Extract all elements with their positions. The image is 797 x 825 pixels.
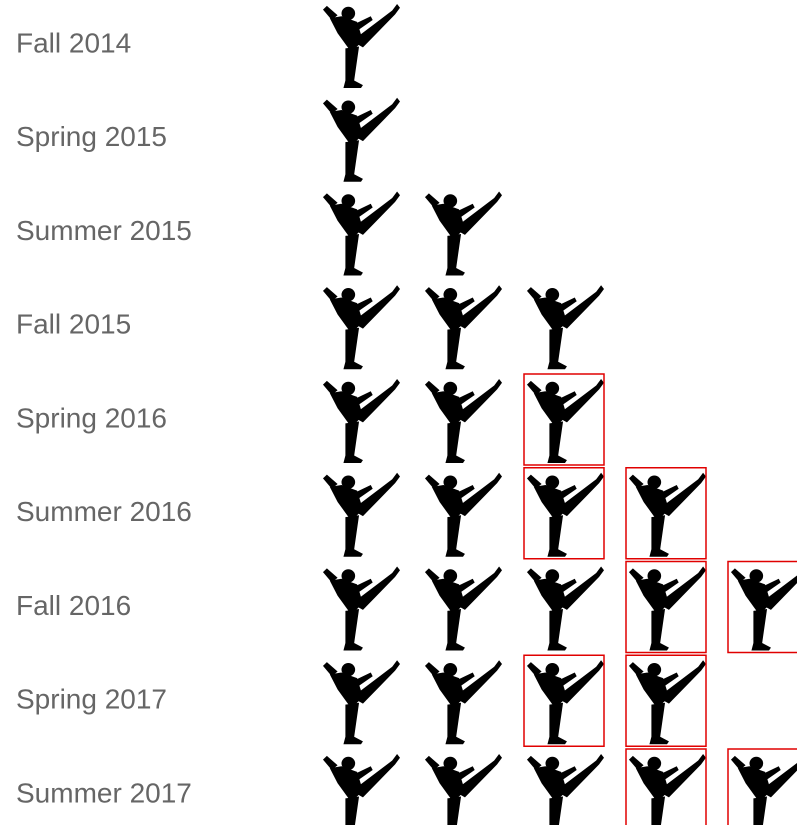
icon xyxy=(526,660,604,745)
icon-row xyxy=(322,97,400,182)
highlight-box xyxy=(625,467,707,560)
row-label: Spring 2016 xyxy=(16,402,167,433)
icon xyxy=(526,378,604,463)
highlight-box xyxy=(625,560,707,654)
row-label: Fall 2015 xyxy=(16,309,131,340)
icon xyxy=(322,566,400,651)
icon xyxy=(526,566,604,651)
icon xyxy=(730,753,797,825)
icon xyxy=(424,285,502,370)
icon xyxy=(322,378,400,463)
row-label: Spring 2015 xyxy=(16,121,167,152)
icon xyxy=(322,285,400,370)
icon xyxy=(322,191,400,276)
icon xyxy=(322,3,400,89)
icon-row xyxy=(322,472,706,557)
highlight-box xyxy=(625,654,707,747)
icon-row xyxy=(322,660,706,745)
icon-row xyxy=(322,753,797,825)
icon xyxy=(424,191,502,276)
icon xyxy=(424,472,502,557)
row-label: Fall 2016 xyxy=(16,590,131,621)
icon xyxy=(424,753,502,825)
icon xyxy=(322,660,400,745)
icon-row xyxy=(322,191,502,276)
icon xyxy=(526,285,604,370)
icon xyxy=(322,753,400,825)
icon xyxy=(730,566,797,651)
highlight-box xyxy=(523,373,605,466)
icon xyxy=(628,566,706,651)
highlight-box xyxy=(523,467,605,560)
icon xyxy=(424,378,502,463)
icon xyxy=(322,97,400,182)
icon xyxy=(628,472,706,557)
icon xyxy=(322,472,400,557)
icon xyxy=(526,472,604,557)
row-label: Spring 2017 xyxy=(16,684,167,715)
icon xyxy=(628,660,706,745)
highlight-box xyxy=(727,560,797,654)
highlight-box xyxy=(727,748,797,825)
icon-row xyxy=(322,3,400,89)
icon-row xyxy=(322,566,797,651)
icon xyxy=(424,660,502,745)
icon-row xyxy=(322,378,604,463)
icon-row xyxy=(322,285,604,370)
highlight-box xyxy=(523,654,605,747)
row-label: Fall 2014 xyxy=(16,27,131,58)
icon xyxy=(424,566,502,651)
highlight-box xyxy=(625,748,707,825)
icon xyxy=(526,753,604,825)
row-label: Summer 2016 xyxy=(16,496,192,527)
row-label: Summer 2015 xyxy=(16,215,192,246)
row-label: Summer 2017 xyxy=(16,777,192,808)
icon xyxy=(628,753,706,825)
